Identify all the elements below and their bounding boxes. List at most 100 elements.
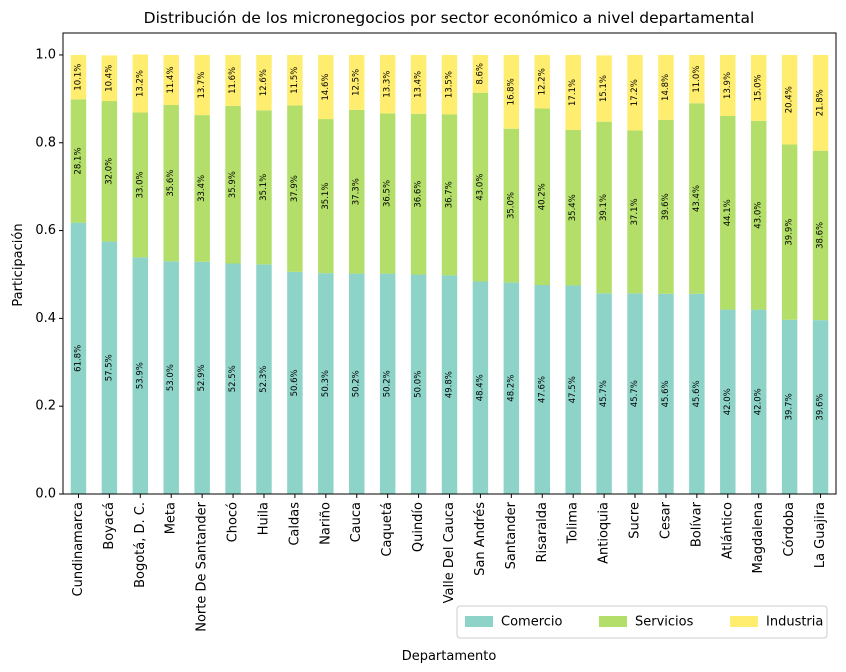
data-label-industria-16: 17.1%	[568, 79, 578, 106]
data-label-industria-11: 13.4%	[414, 71, 424, 98]
bar-servicios-7	[287, 105, 303, 272]
data-label-servicios-8: 35.1%	[321, 183, 331, 210]
bar-industria-13	[472, 54, 489, 93]
bar-industria-3	[163, 54, 179, 106]
bar-industria-19	[658, 54, 674, 120]
data-label-comercio-2: 53.9%	[135, 362, 145, 389]
y-tick-label-4: 0.8	[35, 135, 56, 150]
bar-comercio-24	[812, 320, 829, 494]
data-label-servicios-10: 36.5%	[383, 180, 393, 207]
bar-industria-23	[781, 54, 798, 145]
bar-industria-22	[750, 54, 767, 121]
bar-industria-16	[565, 54, 581, 131]
data-label-servicios-14: 35.0%	[506, 192, 516, 219]
bar-comercio-4	[194, 261, 210, 494]
legend-swatch-servicios	[599, 616, 627, 627]
bar-servicios-18	[627, 130, 643, 294]
data-label-comercio-7: 50.6%	[290, 369, 300, 396]
bar-servicios-9	[349, 109, 365, 274]
bar-comercio-18	[627, 293, 643, 494]
bar-industria-1	[101, 55, 118, 102]
data-label-industria-17: 15.1%	[599, 75, 609, 102]
bar-servicios-10	[379, 113, 396, 274]
data-label-servicios-6: 35.1%	[259, 174, 269, 201]
x-tick-label-5: Chocó	[226, 502, 241, 542]
data-label-servicios-24: 38.6%	[816, 222, 826, 249]
data-label-servicios-3: 35.6%	[166, 170, 176, 197]
data-label-servicios-20: 43.4%	[692, 185, 702, 212]
x-tick-label-18: Sucre	[628, 502, 643, 539]
x-tick-label-11: Quindío	[411, 502, 426, 552]
data-label-industria-18: 17.2%	[630, 79, 640, 106]
x-tick-label-20: Bolívar	[689, 501, 704, 547]
bar-industria-9	[349, 54, 365, 110]
bar-servicios-15	[534, 108, 550, 286]
bar-servicios-5	[225, 105, 241, 264]
bar-servicios-11	[410, 113, 427, 275]
bar-comercio-3	[163, 261, 179, 494]
legend-swatch-industria	[730, 616, 758, 627]
bar-servicios-24	[812, 150, 829, 321]
bar-comercio-11	[410, 274, 427, 494]
bar-comercio-5	[225, 263, 241, 494]
bar-comercio-14	[503, 282, 520, 494]
data-label-industria-5: 11.6%	[228, 67, 238, 94]
bar-industria-12	[441, 54, 458, 115]
bar-comercio-22	[750, 309, 767, 494]
x-tick-label-7: Caldas	[287, 502, 302, 546]
data-label-comercio-15: 47.6%	[537, 376, 547, 403]
bar-industria-2	[132, 54, 149, 113]
bar-comercio-23	[781, 319, 798, 494]
data-label-servicios-2: 33.0%	[135, 171, 145, 198]
bar-comercio-19	[658, 293, 674, 494]
data-label-industria-4: 13.7%	[197, 72, 207, 99]
data-label-comercio-6: 52.3%	[259, 366, 269, 393]
data-label-comercio-11: 50.0%	[414, 371, 424, 398]
data-label-comercio-17: 45.7%	[599, 380, 609, 407]
data-label-servicios-21: 44.1%	[723, 199, 733, 226]
bar-servicios-12	[441, 114, 458, 276]
data-label-comercio-20: 45.6%	[692, 380, 702, 407]
bar-comercio-13	[472, 281, 489, 494]
data-label-industria-8: 14.6%	[321, 73, 331, 100]
bar-servicios-6	[256, 110, 272, 265]
x-tick-label-4: Norte De Santander	[195, 501, 210, 631]
x-tick-label-24: La Guajira	[813, 502, 828, 568]
x-tick-label-14: Santander	[504, 501, 519, 569]
x-tick-label-0: Cundinamarca	[71, 502, 86, 596]
legend: Comercio Servicios Industria	[456, 605, 828, 639]
data-label-comercio-19: 45.6%	[661, 380, 671, 407]
x-tick-label-2: Bogotá, D. C.	[133, 502, 148, 588]
data-label-servicios-4: 33.4%	[197, 175, 207, 202]
data-label-servicios-23: 39.9%	[785, 219, 795, 246]
bar-comercio-21	[720, 309, 736, 494]
y-tick-label-2: 0.4	[35, 311, 56, 326]
data-label-servicios-19: 39.6%	[661, 193, 671, 220]
data-label-servicios-5: 35.9%	[228, 171, 238, 198]
data-label-industria-9: 12.5%	[352, 69, 362, 96]
x-tick-label-15: Risaralda	[535, 502, 550, 563]
data-label-industria-23: 20.4%	[785, 86, 795, 113]
bar-comercio-6	[256, 264, 272, 494]
data-label-servicios-22: 43.0%	[754, 202, 764, 229]
bar-industria-11	[410, 54, 427, 114]
data-label-industria-22: 15.0%	[754, 74, 764, 101]
data-label-servicios-18: 37.1%	[630, 198, 640, 225]
bar-industria-4	[194, 54, 210, 116]
data-label-industria-19: 14.8%	[661, 74, 671, 101]
data-label-comercio-1: 57.5%	[104, 354, 114, 381]
bar-servicios-13	[472, 92, 489, 282]
bar-industria-24	[812, 54, 829, 151]
data-label-servicios-11: 36.6%	[414, 181, 424, 208]
data-label-comercio-9: 50.2%	[352, 370, 362, 397]
x-tick-label-1: Boyacá	[102, 502, 117, 550]
data-label-comercio-12: 49.8%	[445, 371, 455, 398]
legend-label-servicios: Servicios	[635, 615, 694, 630]
data-label-comercio-13: 48.4%	[475, 374, 485, 401]
bar-industria-17	[596, 55, 612, 122]
data-label-comercio-0: 61.8%	[73, 345, 83, 372]
legend-box	[456, 605, 828, 639]
bar-industria-0	[70, 54, 87, 100]
data-label-comercio-3: 53.0%	[166, 364, 176, 391]
data-label-industria-6: 12.6%	[259, 69, 269, 96]
